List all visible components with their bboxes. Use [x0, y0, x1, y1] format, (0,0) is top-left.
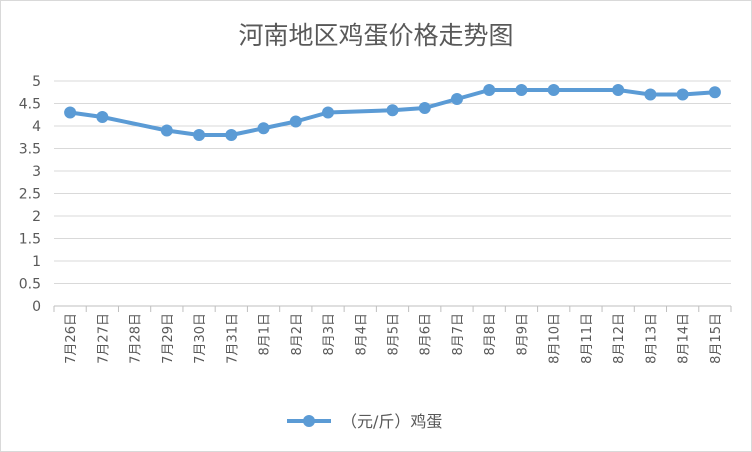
x-tick-label: 7月27日 [96, 313, 111, 364]
x-tick-label: 7月29日 [161, 313, 176, 364]
x-tick-label: 8月11日 [580, 313, 595, 364]
x-tick-label: 8月5日 [387, 313, 402, 356]
series-layer [64, 84, 721, 141]
x-tick-label: 8月10日 [548, 313, 563, 364]
x-tick-label: 8月7日 [451, 313, 466, 356]
data-point [96, 111, 109, 123]
x-tick-label: 8月3日 [322, 313, 337, 356]
x-tick-label: 8月6日 [419, 313, 434, 356]
legend-dot-marker [303, 415, 315, 427]
data-point [483, 84, 496, 96]
data-point [418, 102, 431, 114]
data-point [64, 106, 77, 119]
data-point [289, 115, 302, 128]
data-point [193, 129, 206, 141]
x-tick-label: 8月9日 [515, 313, 530, 356]
x-tick-label: 8月1日 [258, 313, 273, 356]
x-tick-label: 8月8日 [483, 313, 498, 356]
data-point [450, 93, 463, 105]
data-point [547, 84, 560, 96]
data-point [676, 88, 689, 101]
y-tick-label: 4 [32, 119, 41, 135]
data-point [322, 106, 335, 119]
data-point [708, 86, 721, 99]
y-tick-label: 3 [32, 164, 41, 180]
x-tick-label: 8月13日 [644, 313, 659, 364]
data-point [257, 122, 270, 135]
x-tick-label: 7月31日 [225, 313, 240, 364]
data-point [160, 124, 173, 137]
y-tick-label: 5 [32, 74, 41, 90]
x-tick-label: 7月26日 [64, 313, 79, 364]
y-tick-label: 0.5 [19, 277, 41, 293]
y-tick-label: 2 [32, 209, 41, 225]
x-tick-label: 7月28日 [129, 313, 144, 364]
data-point [386, 104, 399, 117]
x-axis: 7月26日 7月27日 7月28日 7月29日 7月30日 7月31日 8月1日 8月2日 8月… [53, 306, 732, 364]
legend-label: （元/斤）鸡蛋 [341, 412, 442, 431]
data-point [225, 129, 238, 141]
data-point [612, 84, 625, 96]
legend: （元/斤）鸡蛋 [287, 412, 442, 431]
x-tick-label: 8月4日 [354, 313, 369, 356]
chart-title: 河南地区鸡蛋价格走势图 [238, 21, 513, 50]
x-tick-label: 8月12日 [612, 313, 627, 364]
y-axis-ticks: 0 0.5 1 1.5 2 2.5 3 3.5 4 4.5 5 [19, 74, 41, 315]
x-tick-label: 8月2日 [290, 313, 305, 356]
x-tick-label: 8月14日 [677, 313, 692, 364]
data-point [644, 88, 657, 101]
y-tick-label: 1 [32, 254, 41, 270]
y-tick-label: 1.5 [19, 232, 41, 248]
x-tick-label: 7月30日 [193, 313, 208, 364]
data-point [515, 84, 528, 96]
y-tick-label: 3.5 [19, 142, 41, 158]
y-tick-label: 2.5 [19, 187, 41, 203]
y-tick-label: 0 [32, 299, 41, 315]
y-tick-label: 4.5 [19, 97, 41, 113]
x-tick-label: 8月15日 [709, 313, 724, 364]
gridlines [54, 80, 731, 307]
